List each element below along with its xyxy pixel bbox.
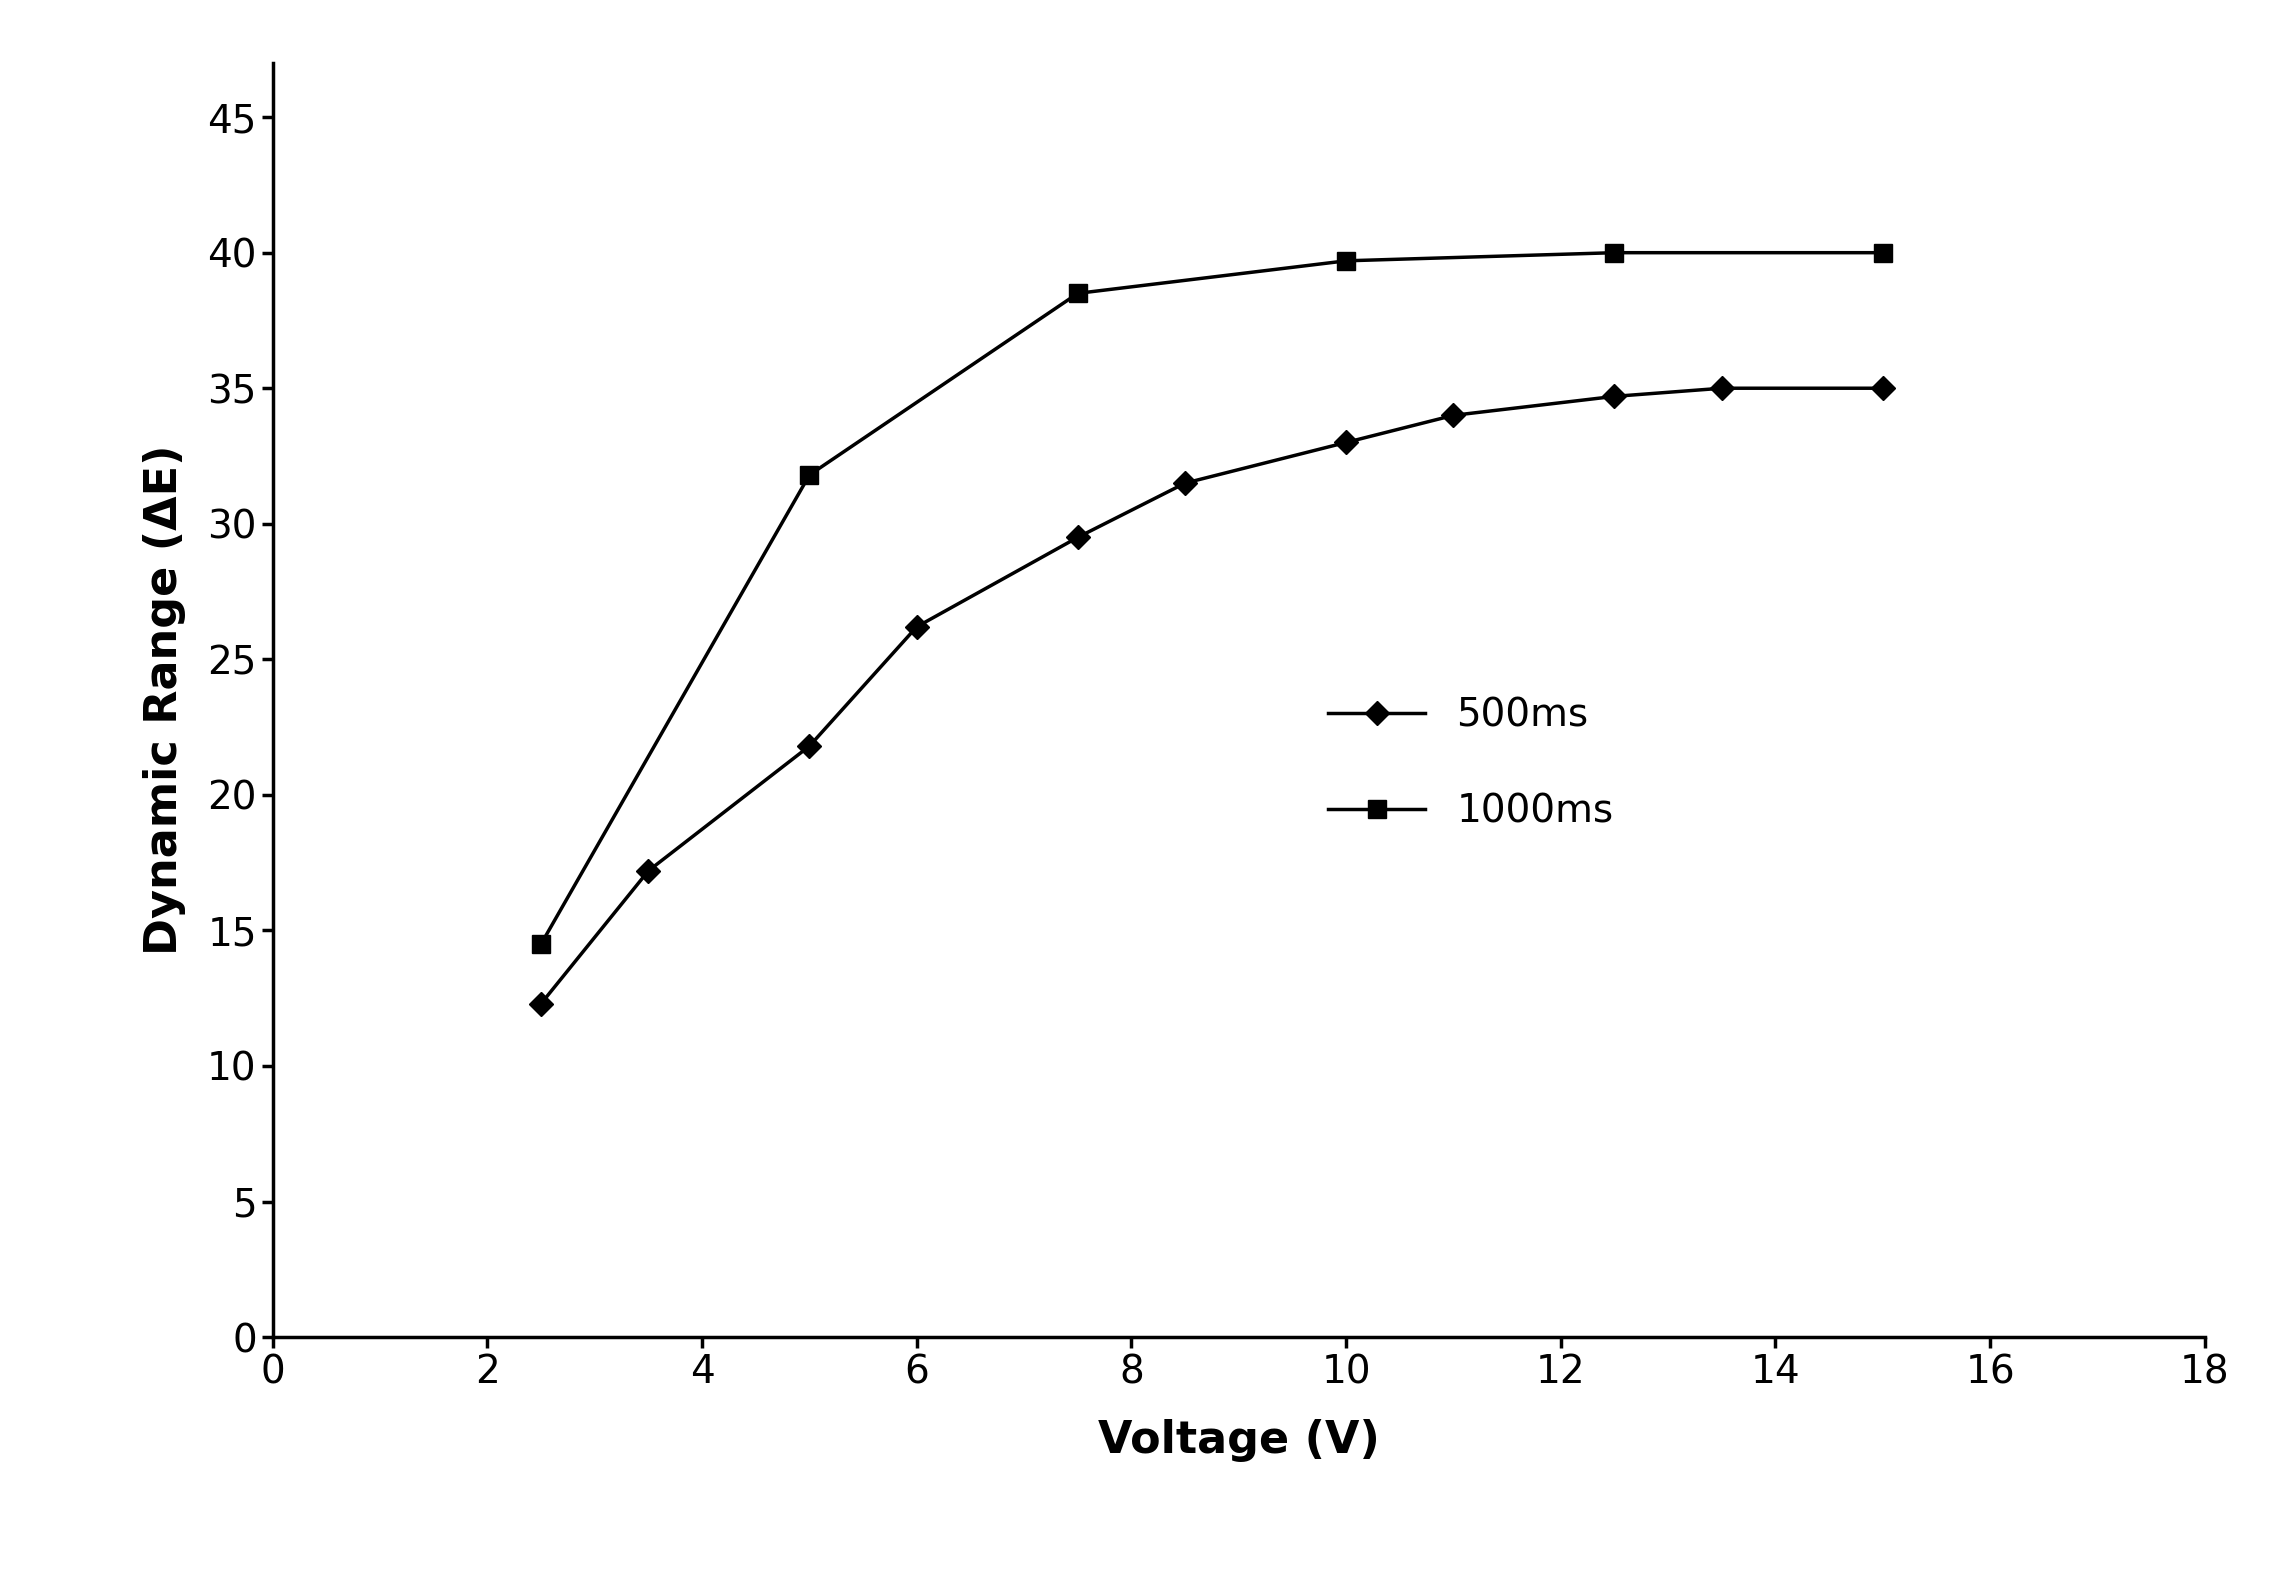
500ms <box>1332 433 1359 451</box>
X-axis label: Voltage (V): Voltage (V) <box>1098 1419 1380 1461</box>
500ms <box>1171 473 1198 492</box>
Line: 1000ms: 1000ms <box>532 244 1891 953</box>
500ms <box>902 617 930 635</box>
1000ms <box>796 466 823 484</box>
1000ms <box>527 934 555 953</box>
Line: 500ms: 500ms <box>532 381 1891 1011</box>
500ms <box>527 994 555 1013</box>
500ms <box>1600 387 1627 406</box>
500ms <box>1709 379 1737 398</box>
1000ms <box>1868 244 1896 263</box>
Y-axis label: Dynamic Range (ΔE): Dynamic Range (ΔE) <box>143 445 186 955</box>
1000ms <box>1600 244 1627 263</box>
1000ms <box>1064 283 1091 302</box>
500ms <box>634 862 661 881</box>
500ms <box>1439 406 1466 425</box>
500ms <box>796 736 823 755</box>
Legend: 500ms, 1000ms: 500ms, 1000ms <box>1312 681 1630 846</box>
500ms <box>1868 379 1896 398</box>
1000ms <box>1332 252 1359 271</box>
500ms <box>1064 529 1091 547</box>
